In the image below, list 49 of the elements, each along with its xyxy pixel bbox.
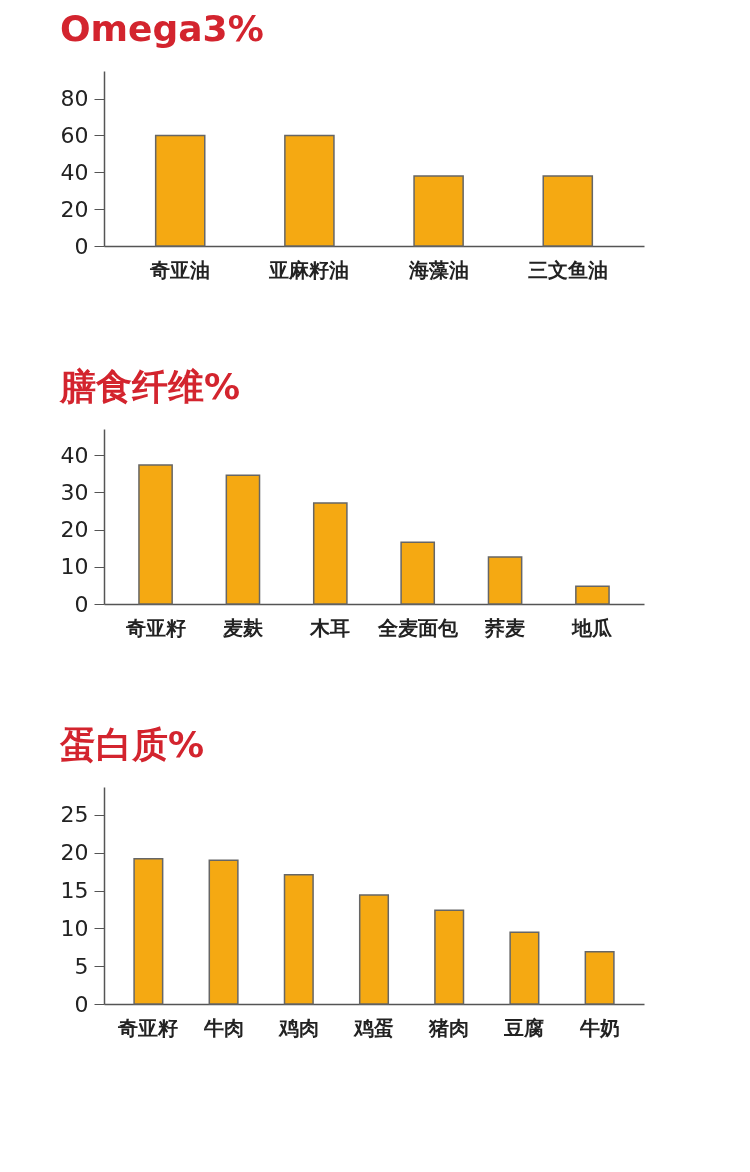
- x-tick-label: 鸡肉: [277, 1015, 319, 1040]
- bar: [358, 894, 390, 1005]
- bar: [434, 909, 465, 1005]
- x-tick-label: 地瓜: [571, 615, 614, 640]
- x-tick-label: 木耳: [309, 615, 351, 640]
- x-tick-label: 猪肉: [428, 1015, 470, 1040]
- y-tick-label: 60: [60, 122, 89, 148]
- y-tick-label: 20: [60, 196, 89, 222]
- y-tick-label: 10: [60, 915, 89, 941]
- y-tick-label: 0: [74, 591, 89, 617]
- x-tick-label: 牛奶: [578, 1015, 620, 1040]
- x-tick-label: 亚麻籽油: [268, 257, 350, 282]
- bar: [584, 951, 615, 1005]
- chart-title: 蛋白质%: [59, 724, 205, 765]
- y-tick-label: 10: [60, 554, 89, 580]
- bar: [400, 541, 436, 605]
- x-tick-label: 奇亚籽: [124, 615, 186, 640]
- bar: [225, 474, 261, 605]
- bar: [312, 502, 348, 605]
- bar: [208, 859, 239, 1005]
- y-tick-label: 40: [60, 159, 89, 185]
- bar: [283, 873, 314, 1005]
- x-tick-label: 海藻油: [407, 257, 469, 282]
- y-tick-label: 20: [60, 840, 89, 866]
- y-tick-label: 0: [74, 233, 89, 259]
- chart-title: 膳食纤维%: [59, 366, 241, 407]
- x-tick-label: 牛肉: [202, 1015, 244, 1040]
- x-tick-label: 豆腐: [503, 1015, 545, 1040]
- bar: [487, 556, 523, 605]
- y-tick-label: 0: [74, 991, 89, 1017]
- y-tick-label: 20: [60, 517, 89, 543]
- y-tick-label: 15: [60, 878, 89, 904]
- x-tick-label: 全麦面包: [376, 615, 459, 640]
- bar: [138, 464, 173, 605]
- bar: [133, 858, 164, 1005]
- x-tick-label: 奇亚油: [149, 257, 211, 282]
- x-tick-label: 奇亚籽: [117, 1015, 179, 1040]
- x-tick-label: 荞麦: [484, 615, 526, 640]
- x-tick-label: 鸡蛋: [353, 1015, 394, 1040]
- y-tick-label: 25: [60, 802, 89, 828]
- bar: [509, 931, 540, 1005]
- y-tick-label: 5: [74, 953, 89, 979]
- y-tick-label: 40: [60, 442, 89, 468]
- bar: [575, 585, 610, 605]
- x-tick-label: 三文鱼油: [527, 257, 608, 282]
- x-tick-label: 麦麸: [221, 615, 264, 640]
- chart-title: Omega3%: [60, 8, 264, 49]
- y-tick-label: 80: [60, 86, 89, 112]
- y-tick-label: 30: [60, 479, 89, 505]
